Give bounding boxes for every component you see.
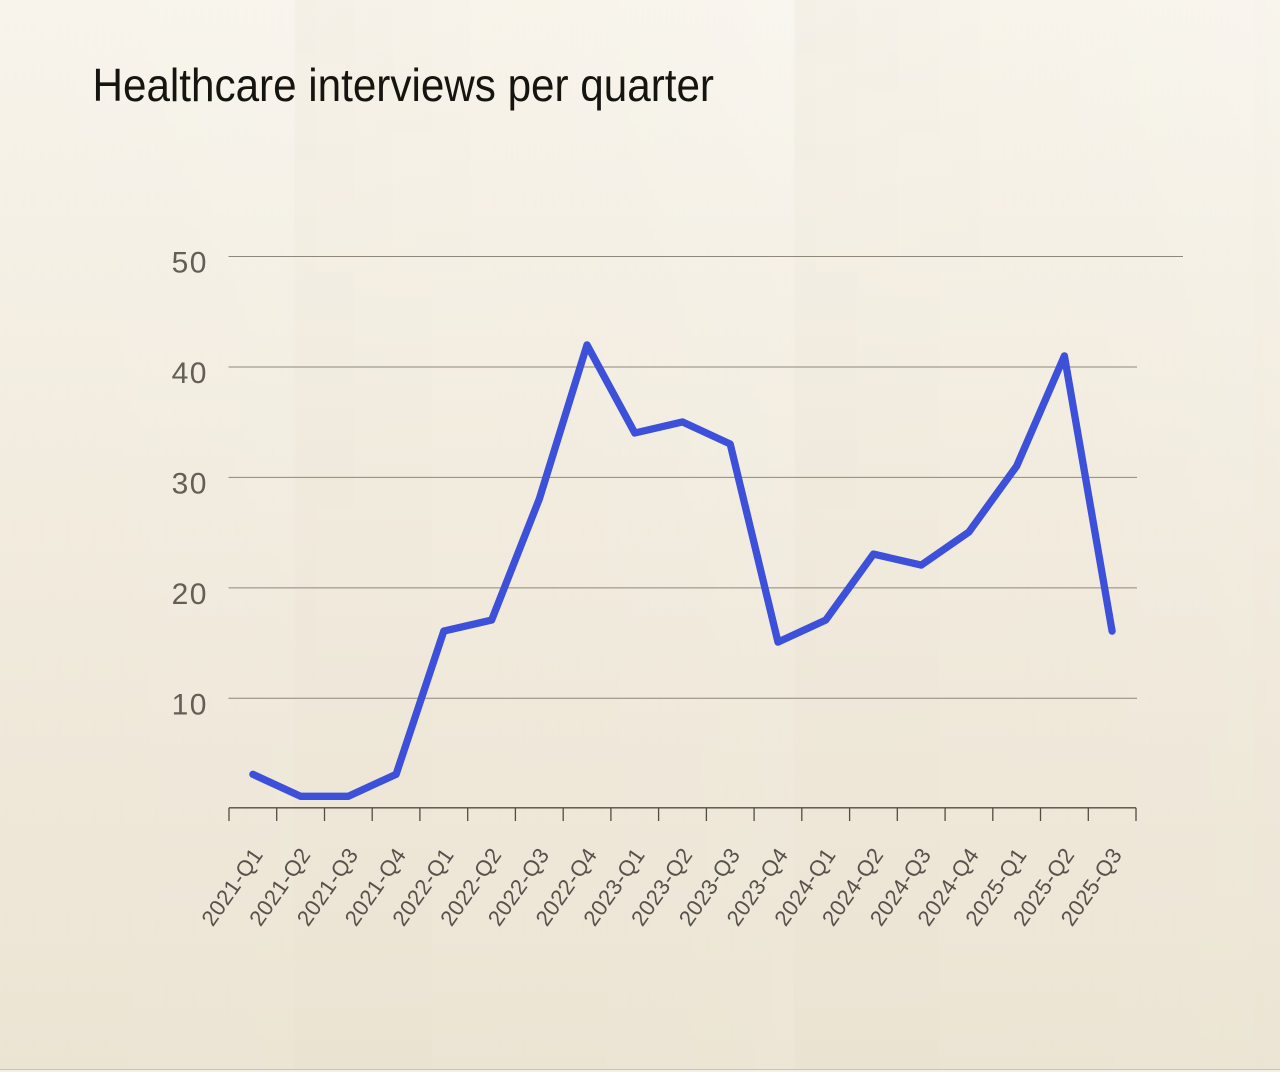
svg-text:30: 30 — [172, 467, 208, 500]
svg-text:20: 20 — [172, 578, 208, 611]
svg-text:Healthcare interviews per quar: Healthcare interviews per quarter — [93, 59, 715, 111]
svg-text:40: 40 — [172, 357, 208, 390]
svg-text:10: 10 — [172, 688, 208, 721]
svg-text:50: 50 — [172, 247, 208, 280]
